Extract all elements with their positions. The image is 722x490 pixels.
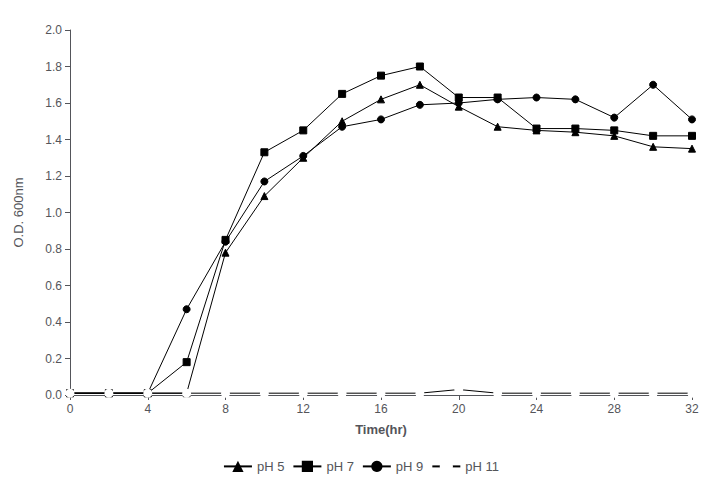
svg-text:2.0: 2.0 xyxy=(45,23,62,37)
svg-text:1.4: 1.4 xyxy=(45,133,62,147)
svg-text:Time(hr): Time(hr) xyxy=(355,422,407,437)
svg-text:1.8: 1.8 xyxy=(45,60,62,74)
svg-text:pH 7: pH 7 xyxy=(326,459,353,474)
svg-text:1.0: 1.0 xyxy=(45,206,62,220)
svg-text:24: 24 xyxy=(530,402,544,416)
svg-text:1.2: 1.2 xyxy=(45,169,62,183)
svg-text:4: 4 xyxy=(144,402,151,416)
svg-text:0.8: 0.8 xyxy=(45,242,62,256)
svg-text:28: 28 xyxy=(608,402,622,416)
svg-text:0: 0 xyxy=(67,402,74,416)
svg-text:0.2: 0.2 xyxy=(45,352,62,366)
svg-text:8: 8 xyxy=(222,402,229,416)
svg-text:pH 5: pH 5 xyxy=(257,459,284,474)
svg-text:0.0: 0.0 xyxy=(45,388,62,402)
svg-text:0.4: 0.4 xyxy=(45,315,62,329)
svg-text:12: 12 xyxy=(297,402,311,416)
svg-text:32: 32 xyxy=(685,402,699,416)
svg-text:20: 20 xyxy=(452,402,466,416)
svg-text:0.6: 0.6 xyxy=(45,279,62,293)
svg-text:pH 11: pH 11 xyxy=(465,459,499,474)
svg-text:O.D. 600nm: O.D. 600nm xyxy=(11,177,26,247)
svg-text:pH 9: pH 9 xyxy=(396,459,423,474)
svg-text:16: 16 xyxy=(374,402,388,416)
svg-text:1.6: 1.6 xyxy=(45,96,62,110)
